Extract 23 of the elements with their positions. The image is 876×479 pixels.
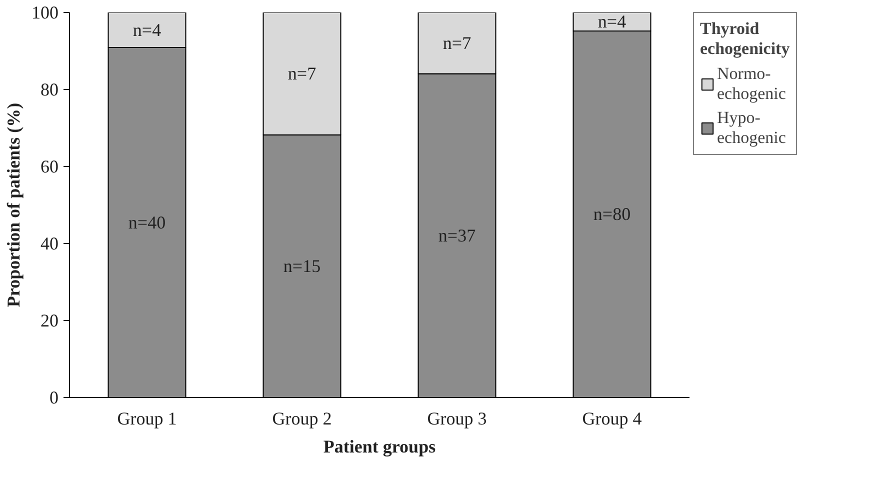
y-tick-label: 40 (40, 234, 58, 254)
y-tick-label: 60 (40, 156, 58, 176)
y-axis-title: Proportion of patients (%) (4, 102, 24, 308)
y-tick-label: 100 (32, 2, 58, 22)
legend-label: Hypo- echogenic (717, 108, 786, 148)
x-tick-label: Group 3 (427, 408, 487, 428)
x-tick-label: Group 4 (582, 408, 642, 428)
annotation: n=7 (442, 33, 472, 54)
x-tick-label: Group 2 (272, 408, 332, 428)
annotation: n=40 (128, 212, 166, 233)
legend-title: Thyroid echogenicity (700, 19, 790, 59)
x-axis-title: Patient groups (323, 436, 436, 456)
annotation: n=80 (593, 204, 631, 224)
annotation: n=37 (438, 226, 476, 246)
annotation: n=7 (288, 64, 316, 84)
y-tick-label: 0 (50, 388, 58, 408)
legend-label: Normo- echogenic (717, 64, 786, 104)
x-tick-label: Group 1 (117, 408, 177, 428)
y-tick-label: 20 (40, 310, 58, 330)
annotation: n=4 (598, 12, 626, 32)
annotation: n=4 (132, 20, 162, 40)
annotation: n=15 (283, 256, 321, 276)
y-tick-label: 80 (40, 80, 58, 100)
